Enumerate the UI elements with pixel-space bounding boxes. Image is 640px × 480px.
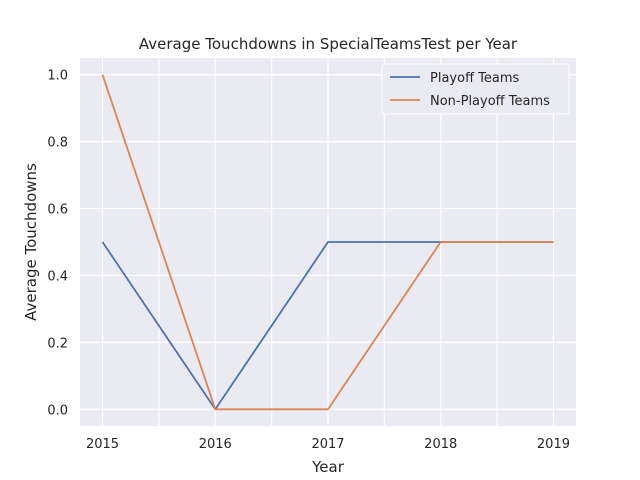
y-tick-labels: 0.0 0.2 0.4 0.6 0.8 1.0 bbox=[47, 69, 68, 419]
y-tick-label: 0.2 bbox=[47, 336, 68, 351]
chart-title: Average Touchdowns in SpecialTeamsTest p… bbox=[139, 35, 518, 53]
x-axis-label: Year bbox=[311, 458, 345, 476]
x-tick-label: 2019 bbox=[537, 437, 570, 452]
y-tick-label: 0.4 bbox=[47, 269, 68, 284]
y-tick-label: 0.6 bbox=[47, 203, 68, 218]
x-tick-label: 2015 bbox=[86, 437, 119, 452]
y-tick-label: 1.0 bbox=[47, 69, 68, 84]
series-line-non-playoff-teams bbox=[101, 74, 554, 411]
series-lines bbox=[101, 74, 554, 411]
x-tick-label: 2017 bbox=[311, 437, 344, 452]
legend: Playoff Teams Non-Playoff Teams bbox=[381, 63, 570, 115]
x-tick-label: 2016 bbox=[199, 437, 232, 452]
legend-box bbox=[381, 63, 570, 115]
x-tick-label: 2018 bbox=[424, 437, 457, 452]
legend-label: Non-Playoff Teams bbox=[430, 94, 550, 109]
y-tick-label: 0.0 bbox=[47, 403, 68, 418]
y-axis-label: Average Touchdowns bbox=[22, 163, 40, 321]
x-tick-labels: 2015 2016 2017 2018 2019 bbox=[86, 437, 570, 452]
y-tick-label: 0.8 bbox=[47, 136, 68, 151]
legend-label: Playoff Teams bbox=[430, 71, 520, 86]
